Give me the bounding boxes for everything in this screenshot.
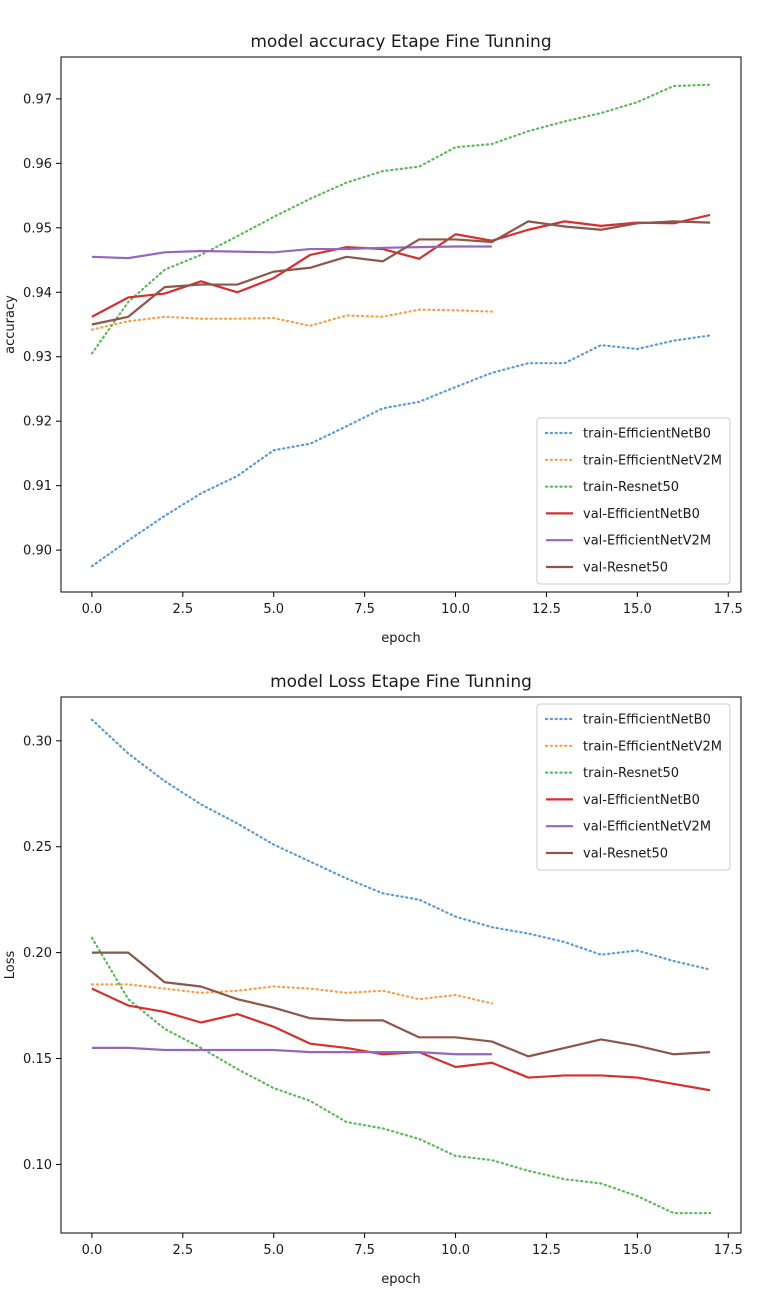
series-line-train-EfficientNetV2M [90,308,494,331]
legend-label: val-EfficientNetB0 [583,793,700,808]
series-line-train-Resnet50 [90,936,712,1215]
legend-label: val-Resnet50 [583,847,668,862]
y-tick-label: 0.91 [23,479,52,494]
legend: train-EfficientNetB0 train-EfficientNetV2… [536,703,731,871]
x-tick-label: 15.0 [623,602,652,617]
x-tick-label: 15.0 [623,1243,652,1258]
y-tick-label: 0.90 [23,544,52,559]
y-tick-label: 0.10 [23,1158,52,1173]
legend-label: train-Resnet50 [583,480,679,495]
x-axis-label: epoch [381,631,421,646]
x-tick-label: 12.5 [532,602,561,617]
x-tick-label: 10.0 [441,602,470,617]
y-axis-label: accuracy [3,295,18,354]
series-line-train-Resnet50 [90,83,712,355]
y-tick-label: 0.94 [23,286,52,301]
y-tick-label: 0.96 [23,157,52,172]
y-tick-label: 0.93 [23,350,52,365]
y-tick-label: 0.30 [23,734,52,749]
series-line-val-Resnet50 [91,220,711,326]
legend-label: train-EfficientNetV2M [583,453,722,468]
chart-title: model Loss Etape Fine Tunning [270,672,532,692]
legend-box [536,417,731,585]
x-tick-label: 0.0 [82,602,103,617]
x-tick-label: 17.5 [714,1243,743,1258]
chart-title: model accuracy Etape Fine Tunning [250,32,551,52]
x-tick-label: 5.0 [263,1243,284,1258]
x-tick-label: 12.5 [532,1243,561,1258]
y-tick-label: 0.25 [23,840,52,855]
series-line-train-EfficientNetV2M [90,983,494,1005]
legend-label: train-Resnet50 [583,766,679,781]
x-tick-label: 7.5 [354,602,375,617]
x-tick-label: 2.5 [172,602,193,617]
x-tick-label: 7.5 [354,1243,375,1258]
legend-box [536,703,731,871]
legend-label: val-EfficientNetV2M [583,820,711,835]
x-axis-label: epoch [381,1272,421,1287]
legend: train-EfficientNetB0 train-EfficientNetV2… [536,417,731,585]
legend-label: train-EfficientNetV2M [583,739,722,754]
y-tick-label: 0.15 [23,1052,52,1067]
y-tick-label: 0.20 [23,946,52,961]
series-line-train-EfficientNetB0 [90,334,712,568]
series-line-val-EfficientNetB0 [91,213,711,318]
x-tick-label: 10.0 [441,1243,470,1258]
legend-label: train-EfficientNetB0 [583,427,711,442]
legend-label: val-EfficientNetV2M [583,534,711,549]
y-tick-label: 0.97 [23,92,52,107]
legend-label: val-EfficientNetB0 [583,507,700,522]
chart-0: model accuracy Etape Fine Tunning 0.0 2.5 5… [3,32,743,646]
series-line-train-EfficientNetB0 [90,718,712,971]
x-tick-label: 2.5 [172,1243,193,1258]
legend-label: val-Resnet50 [583,561,668,576]
x-tick-label: 17.5 [714,602,743,617]
legend-label: train-EfficientNetB0 [583,713,711,728]
series-line-val-EfficientNetV2M [91,1046,492,1056]
series-line-val-Resnet50 [91,951,711,1058]
x-tick-label: 5.0 [263,602,284,617]
series-line-val-EfficientNetV2M [91,245,492,260]
plot-area-frame [60,56,742,593]
y-tick-label: 0.95 [23,221,52,236]
y-axis-label: Loss [3,951,18,980]
x-tick-label: 0.0 [82,1243,103,1258]
chart-1: model Loss Etape Fine Tunning 0.0 2.5 5.0 7.… [3,672,743,1287]
y-tick-label: 0.92 [23,415,52,430]
plot-area-frame [60,696,742,1234]
